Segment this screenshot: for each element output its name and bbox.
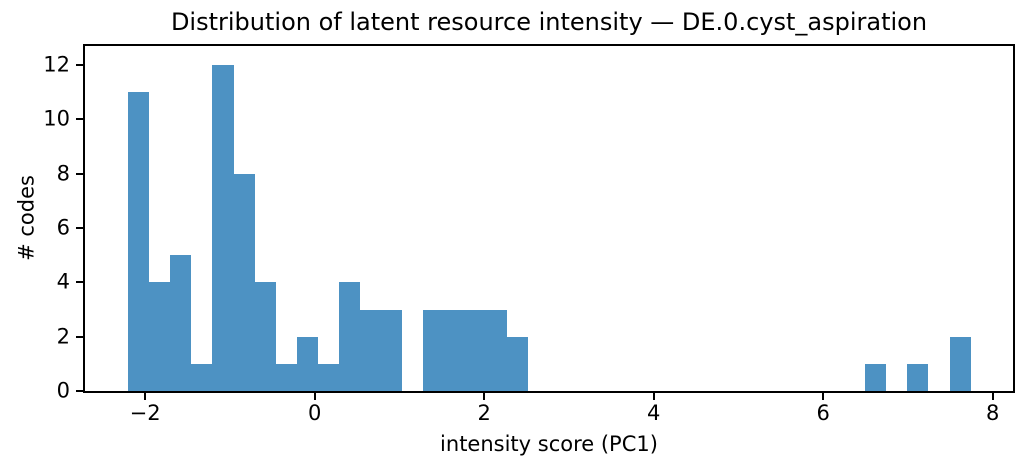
histogram-bar bbox=[128, 92, 150, 391]
y-axis-tick bbox=[76, 64, 83, 67]
bars-layer bbox=[85, 46, 1013, 391]
y-axis-tick bbox=[76, 281, 83, 284]
x-axis-tick-label: 2 bbox=[477, 401, 491, 425]
y-axis-tick bbox=[76, 335, 83, 338]
y-axis-tick-label: 10 bbox=[43, 106, 70, 131]
x-axis-tick-label: −2 bbox=[129, 401, 161, 425]
histogram-bar bbox=[423, 309, 445, 391]
y-axis-tick bbox=[76, 390, 83, 392]
histogram-bar bbox=[444, 309, 466, 391]
y-axis: 0 2 4 6 8 10 12 bbox=[0, 46, 83, 401]
histogram-bar bbox=[949, 336, 971, 391]
x-axis-tick bbox=[313, 393, 316, 400]
chart-title: Distribution of latent resource intensit… bbox=[170, 8, 928, 36]
y-axis-label: # codes bbox=[14, 175, 39, 261]
histogram-bar bbox=[465, 309, 487, 391]
x-axis-label: intensity score (PC1) bbox=[440, 432, 658, 456]
x-axis-tick-label: 8 bbox=[985, 401, 1000, 425]
histogram-bar bbox=[254, 282, 276, 391]
x-axis-tick-label: 0 bbox=[307, 401, 322, 425]
histogram-bar bbox=[275, 363, 297, 391]
histogram-bar bbox=[359, 309, 381, 391]
y-axis-tick-label: 0 bbox=[56, 378, 70, 403]
plot-area bbox=[83, 44, 1015, 393]
histogram-bar bbox=[507, 336, 529, 391]
x-axis-tick-label: 4 bbox=[646, 401, 661, 425]
y-axis-tick-label: 4 bbox=[56, 269, 70, 294]
y-axis-tick bbox=[76, 118, 83, 121]
histogram-bar bbox=[338, 282, 360, 391]
y-axis-tick bbox=[76, 172, 83, 175]
histogram-bar bbox=[907, 363, 929, 391]
histogram-bar bbox=[486, 309, 508, 391]
x-axis-tick bbox=[144, 393, 147, 400]
y-axis-tick-label: 8 bbox=[56, 161, 70, 186]
x-axis: −2 0 2 4 6 8 bbox=[85, 393, 1013, 438]
histogram-bar bbox=[149, 282, 171, 391]
y-axis-tick-label: 2 bbox=[56, 324, 70, 349]
histogram-bar bbox=[317, 363, 339, 391]
histogram-bar bbox=[233, 173, 255, 391]
x-axis-tick bbox=[652, 393, 655, 400]
x-axis-tick bbox=[483, 393, 486, 400]
x-axis-tick bbox=[991, 393, 994, 400]
histogram-bar bbox=[296, 336, 318, 391]
histogram-bar bbox=[865, 363, 887, 391]
y-axis-tick bbox=[76, 227, 83, 229]
histogram-bar bbox=[170, 255, 192, 391]
x-axis-tick bbox=[822, 393, 825, 400]
histogram-bar bbox=[191, 363, 213, 391]
y-axis-tick-label: 12 bbox=[43, 52, 70, 77]
y-axis-tick-label: 6 bbox=[56, 215, 70, 240]
histogram-bar bbox=[212, 65, 234, 391]
histogram-bar bbox=[380, 309, 402, 391]
x-axis-tick-label: 6 bbox=[816, 401, 830, 425]
